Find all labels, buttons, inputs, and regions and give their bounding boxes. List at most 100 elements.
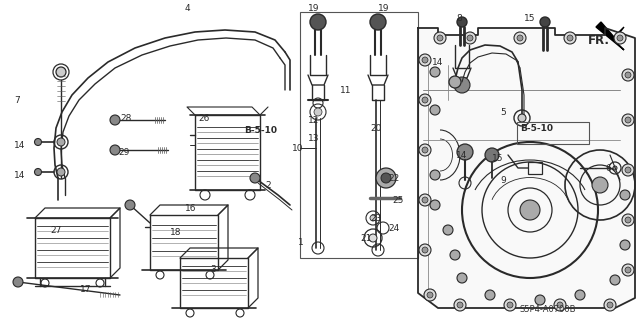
Polygon shape xyxy=(418,28,635,308)
Circle shape xyxy=(457,302,463,308)
Circle shape xyxy=(567,35,573,41)
Text: 2: 2 xyxy=(265,180,271,189)
Text: 15: 15 xyxy=(492,154,504,163)
Circle shape xyxy=(607,302,613,308)
Text: 15: 15 xyxy=(524,13,536,22)
Text: B-5-10: B-5-10 xyxy=(244,125,277,134)
Circle shape xyxy=(437,35,443,41)
Circle shape xyxy=(617,35,623,41)
Circle shape xyxy=(369,234,377,242)
Circle shape xyxy=(610,275,620,285)
Text: 28: 28 xyxy=(120,114,131,123)
Circle shape xyxy=(110,145,120,155)
Circle shape xyxy=(422,147,428,153)
Text: 25: 25 xyxy=(392,196,403,204)
Circle shape xyxy=(381,173,391,183)
Text: 3: 3 xyxy=(210,266,216,275)
Circle shape xyxy=(454,299,466,311)
Circle shape xyxy=(430,105,440,115)
Circle shape xyxy=(430,200,440,210)
Circle shape xyxy=(13,277,23,287)
Circle shape xyxy=(622,114,634,126)
Text: 9: 9 xyxy=(500,175,506,185)
Text: 21: 21 xyxy=(360,234,371,243)
Circle shape xyxy=(443,225,453,235)
Circle shape xyxy=(457,273,467,283)
Circle shape xyxy=(467,35,473,41)
Circle shape xyxy=(250,173,260,183)
Text: 5: 5 xyxy=(500,108,506,116)
Circle shape xyxy=(434,32,446,44)
Circle shape xyxy=(520,200,540,220)
Text: FR.: FR. xyxy=(588,34,610,46)
Circle shape xyxy=(430,67,440,77)
Text: 26: 26 xyxy=(198,114,209,123)
Circle shape xyxy=(625,117,631,123)
Circle shape xyxy=(427,292,433,298)
Circle shape xyxy=(518,114,526,122)
Circle shape xyxy=(110,115,120,125)
Text: 20: 20 xyxy=(370,124,381,132)
Circle shape xyxy=(454,77,470,93)
Bar xyxy=(528,162,542,174)
Text: 4: 4 xyxy=(185,4,191,12)
Circle shape xyxy=(422,57,428,63)
Circle shape xyxy=(57,168,65,176)
Circle shape xyxy=(430,170,440,180)
Text: 11: 11 xyxy=(340,85,351,94)
Circle shape xyxy=(622,69,634,81)
Circle shape xyxy=(35,169,42,175)
Circle shape xyxy=(422,247,428,253)
Text: 24: 24 xyxy=(388,223,399,233)
Text: 1: 1 xyxy=(298,237,304,246)
Circle shape xyxy=(622,164,634,176)
Bar xyxy=(300,12,418,258)
Text: 12: 12 xyxy=(308,116,319,124)
Circle shape xyxy=(310,14,326,30)
Circle shape xyxy=(517,35,523,41)
Circle shape xyxy=(314,108,322,116)
Circle shape xyxy=(56,67,66,77)
Text: 19: 19 xyxy=(378,4,390,12)
Circle shape xyxy=(507,302,513,308)
Text: 17: 17 xyxy=(80,285,92,294)
Circle shape xyxy=(457,17,467,27)
Circle shape xyxy=(125,200,135,210)
Circle shape xyxy=(625,72,631,78)
Circle shape xyxy=(620,190,630,200)
Circle shape xyxy=(422,197,428,203)
Circle shape xyxy=(614,32,626,44)
Text: 29: 29 xyxy=(118,148,129,156)
Circle shape xyxy=(514,32,526,44)
Text: 18: 18 xyxy=(170,228,182,236)
Text: 10: 10 xyxy=(292,143,303,153)
Text: 23: 23 xyxy=(370,213,381,222)
Circle shape xyxy=(575,290,585,300)
Circle shape xyxy=(450,250,460,260)
Circle shape xyxy=(457,144,473,160)
Text: B-5-10: B-5-10 xyxy=(520,124,553,132)
Circle shape xyxy=(419,54,431,66)
Circle shape xyxy=(419,194,431,206)
Circle shape xyxy=(422,97,428,103)
Text: 14: 14 xyxy=(432,58,444,67)
Text: 27: 27 xyxy=(50,226,61,235)
Text: 14: 14 xyxy=(14,171,26,180)
Circle shape xyxy=(564,32,576,44)
Circle shape xyxy=(625,267,631,273)
Circle shape xyxy=(419,244,431,256)
Circle shape xyxy=(419,94,431,106)
Circle shape xyxy=(419,144,431,156)
Circle shape xyxy=(504,299,516,311)
Text: 22: 22 xyxy=(388,173,399,182)
Circle shape xyxy=(57,138,65,146)
Text: 13: 13 xyxy=(308,133,319,142)
Circle shape xyxy=(485,290,495,300)
Text: 6: 6 xyxy=(605,164,611,172)
Circle shape xyxy=(620,240,630,250)
Circle shape xyxy=(35,139,42,146)
Circle shape xyxy=(625,167,631,173)
Circle shape xyxy=(464,32,476,44)
Circle shape xyxy=(485,148,499,162)
Text: 14: 14 xyxy=(456,150,467,159)
